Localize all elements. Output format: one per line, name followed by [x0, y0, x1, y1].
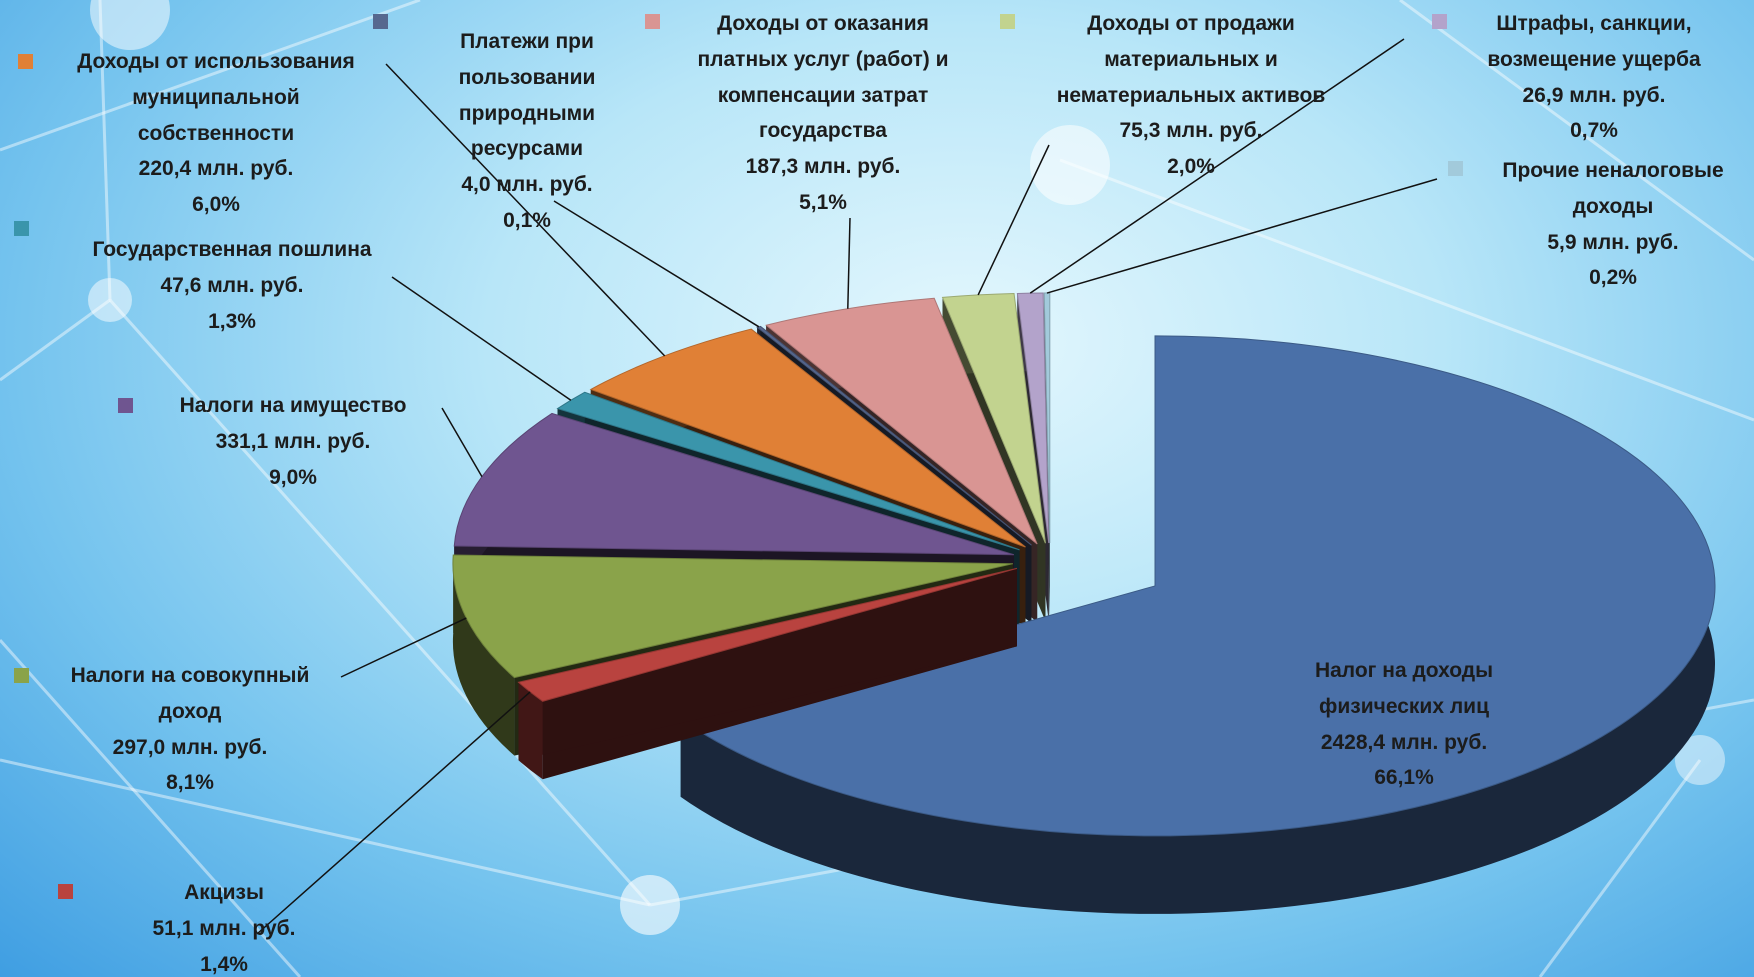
label-percent: 2,0% [1167, 155, 1215, 179]
label-value: 51,1 млн. руб. [152, 916, 296, 940]
label-name: Прочие неналоговые доходы [1502, 159, 1724, 218]
slice-side [452, 555, 515, 756]
slice-top [452, 554, 1014, 679]
slice [679, 335, 1716, 914]
slice-top [517, 567, 1018, 702]
label-value: 26,9 млн. руб. [1522, 83, 1666, 107]
leader-line [1029, 38, 1405, 294]
slice-top [1016, 292, 1050, 544]
data-label: Акцизы 51,1 млн. руб. 1,4% [74, 875, 374, 977]
data-label: Доходы от продажи материальных и нематер… [1041, 6, 1341, 185]
slice-wall [518, 568, 1017, 761]
label-value: 297,0 млн. руб. [112, 735, 268, 759]
data-label: Штрафы, санкции, возмещение ущерба 26,9 м… [1459, 6, 1729, 149]
leader-line [441, 407, 483, 477]
slice-top [679, 335, 1716, 837]
label-name: Налоги на имущество [179, 394, 407, 417]
label-value: 75,3 млн. руб. [1119, 119, 1263, 143]
legend-swatch [14, 221, 29, 236]
legend-swatch [18, 54, 33, 69]
slice-side [518, 682, 543, 780]
slice-top [589, 328, 1026, 548]
label-value: 5,9 млн. руб. [1547, 230, 1679, 254]
legend-swatch [1432, 14, 1447, 29]
label-percent: 0,7% [1570, 119, 1618, 143]
data-label: Прочие неналоговые доходы 5,9 млн. руб. 0,… [1488, 153, 1738, 296]
label-percent: 9,0% [269, 465, 317, 489]
label-name: Платежи при пользовании природными ресур… [458, 30, 596, 161]
label-value: 220,4 млн. руб. [138, 157, 294, 181]
label-value: 2428,4 млн. руб. [1320, 730, 1488, 754]
legend-swatch [1448, 161, 1463, 176]
data-label: Доходы от использования муниципальной со… [61, 44, 371, 223]
leader-line [256, 691, 531, 935]
label-name: Штрафы, санкции, возмещение ущерба [1487, 12, 1701, 71]
label-percent: 6,0% [192, 193, 240, 217]
label-value: 331,1 млн. руб. [215, 429, 371, 453]
leader-line [340, 617, 467, 678]
legend-swatch [373, 14, 388, 29]
legend-swatch [14, 668, 29, 683]
leader-line [1046, 178, 1438, 294]
label-name: Доходы от оказания платных услуг (работ)… [697, 12, 949, 143]
data-label: Государственная пошлина 47,6 млн. руб. 1,3… [62, 232, 402, 339]
data-label: Налоги на имущество 331,1 млн. руб. 9,0% [133, 388, 453, 495]
label-name: Доходы от продажи материальных и нематер… [1056, 12, 1326, 107]
label-name: Акцизы [184, 881, 264, 904]
legend-swatch [118, 398, 133, 413]
slice-top [765, 297, 1038, 545]
slice [517, 567, 1018, 780]
label-percent: 0,2% [1589, 266, 1637, 290]
slice-top [453, 412, 1015, 556]
leader-line [553, 200, 760, 328]
label-percent: 66,1% [1374, 766, 1434, 790]
label-percent: 1,3% [208, 309, 256, 333]
leader-line [847, 217, 851, 309]
leader-line [391, 276, 572, 401]
legend-swatch [1268, 662, 1283, 677]
legend-swatch [645, 14, 660, 29]
label-percent: 0,1% [503, 208, 551, 232]
data-label: Доходы от оказания платных услуг (работ)… [673, 6, 973, 221]
legend-swatch [58, 884, 73, 899]
data-label: Налог на доходы физических лиц 2428,4 млн… [1289, 653, 1519, 796]
legend-swatch [1000, 14, 1015, 29]
leader-line [977, 144, 1050, 296]
label-percent: 1,4% [200, 952, 248, 976]
label-value: 47,6 млн. руб. [160, 273, 304, 297]
label-value: 4,0 млн. руб. [461, 173, 593, 197]
leader-line [385, 63, 666, 357]
label-name: Налог на доходы физических лиц [1314, 659, 1494, 718]
label-name: Доходы от использования муниципальной со… [77, 50, 355, 145]
label-name: Налоги на совокупный доход [70, 664, 310, 723]
label-name: Государственная пошлина [92, 238, 372, 261]
data-label: Платежи при пользовании природными ресур… [442, 24, 612, 239]
slice-top [556, 391, 1020, 551]
label-value: 187,3 млн. руб. [745, 155, 901, 179]
data-label: Налоги на совокупный доход 297,0 млн. руб… [55, 658, 325, 801]
label-percent: 5,1% [799, 190, 847, 214]
label-percent: 8,1% [166, 771, 214, 795]
